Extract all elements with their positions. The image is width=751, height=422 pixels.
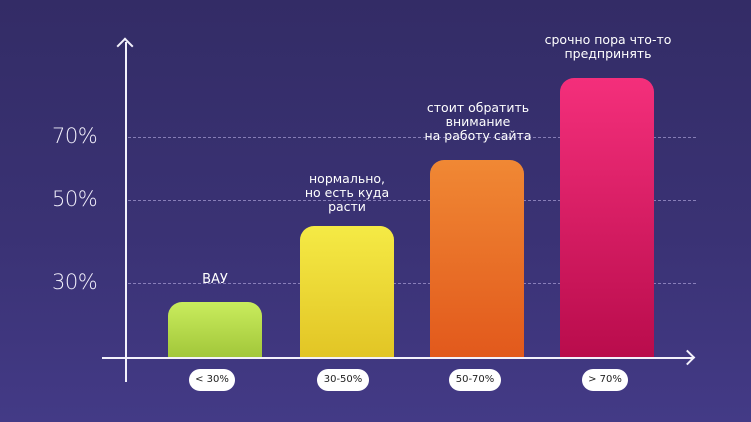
category-pill-50-70: 50-70% bbox=[449, 369, 501, 391]
y-axis-arrow-icon bbox=[116, 37, 134, 55]
y-axis bbox=[125, 42, 127, 382]
bar-label-30-50: нормально, но есть куда расти bbox=[276, 172, 418, 214]
y-tick-30: 30% bbox=[52, 270, 98, 294]
bar-under-30 bbox=[168, 302, 262, 357]
x-axis-arrow-icon bbox=[679, 349, 696, 366]
bar-label-line: ВАУ bbox=[202, 272, 228, 287]
bar-label-line: предпринять bbox=[564, 46, 652, 61]
bar-label-line: внимание bbox=[445, 114, 511, 129]
bar-50-70 bbox=[430, 160, 524, 357]
category-pill-30-50: 30-50% bbox=[317, 369, 369, 391]
bar-label-50-70: стоит обратить внимание на работу сайта bbox=[400, 101, 556, 143]
category-pill-over-70: > 70% bbox=[582, 369, 628, 391]
y-tick-70: 70% bbox=[52, 124, 98, 148]
x-axis bbox=[102, 357, 694, 359]
y-tick-50: 50% bbox=[52, 187, 98, 211]
bar-label-over-70: срочно пора что-то предпринять bbox=[520, 33, 696, 61]
bar-label-line: на работу сайта bbox=[424, 128, 532, 143]
bar-label-line: срочно пора что-то bbox=[544, 32, 672, 47]
gridline-30 bbox=[128, 283, 696, 284]
bar-label-line: но есть куда bbox=[304, 185, 390, 200]
bar-label-line: нормально, bbox=[309, 171, 385, 186]
bar-over-70 bbox=[560, 78, 654, 357]
bar-label-line: расти bbox=[328, 199, 366, 214]
bar-30-50 bbox=[300, 226, 394, 357]
gridline-70 bbox=[128, 137, 696, 138]
category-pill-under-30: < 30% bbox=[189, 369, 235, 391]
bar-label-line: стоит обратить bbox=[426, 100, 530, 115]
gridline-50 bbox=[128, 200, 696, 201]
bar-label-under-30: ВАУ bbox=[168, 273, 262, 287]
